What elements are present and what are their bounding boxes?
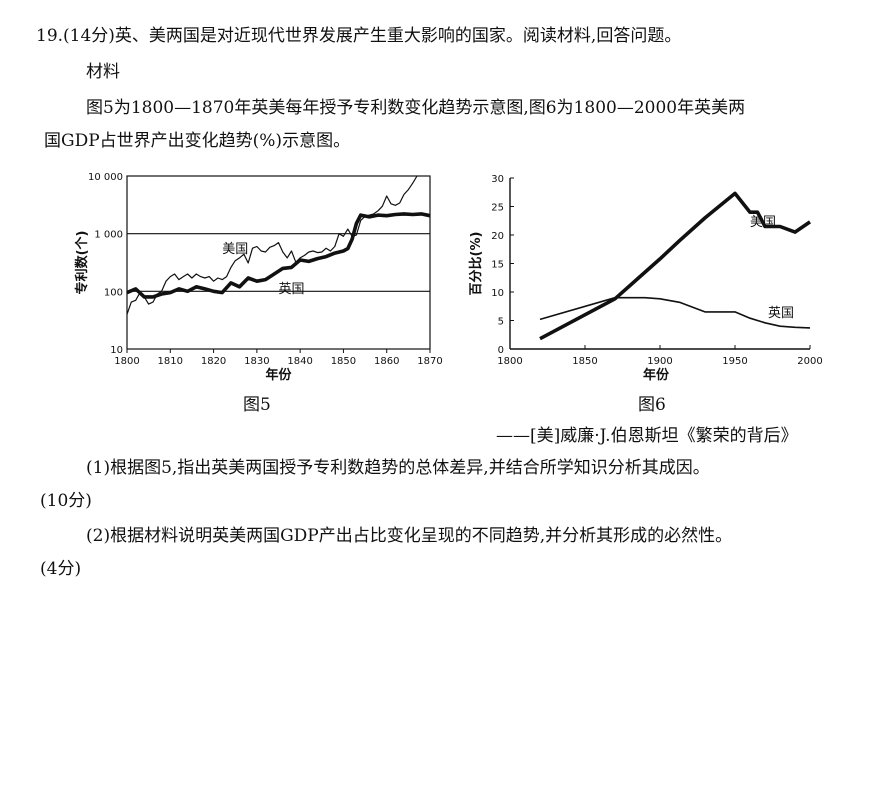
y-axis-title: 百分比(%) [468,232,484,296]
y-axis-title: 专利数(个) [74,231,90,295]
y-tick-label: 15 [491,260,504,271]
question-2-line-1: (2)根据材料说明英美两国GDP产出占比变化呈现的不同趋势,并分析其形成的必然性… [86,526,733,546]
y-tick-label: 100 [104,287,123,298]
question-2-points: (4分) [40,559,82,579]
source-citation: ——[美]威廉·J.伯恩斯坦《繁荣的背后》 [496,426,798,446]
question-header: 19.(14分)英、美两国是对近现代世界发展产生重大影响的国家。阅读材料,回答问… [36,26,682,46]
series-line-uk [539,296,811,329]
figure-5-patent-chart: 1800 1810 1820 1830 1840 1850 1860 1870 10 100 1 0… [74,172,443,383]
intro-line-2: 国GDP占世界产出变化趋势(%)示意图。 [44,131,351,151]
y-tick-label: 25 [491,203,504,214]
x-tick-label: 1840 [287,356,312,367]
y-tick-label: 0 [498,345,504,356]
intro-line-1: 图5为1800—1870年英美每年授予专利数变化趋势示意图,图6为1800—20… [86,98,746,118]
series-line-usa [539,191,812,341]
figure-6-caption: 图6 [638,395,666,415]
x-tick-label: 1900 [647,356,672,367]
y-tick-label: 1 000 [94,230,123,241]
question-1-line-1: (1)根据图5,指出英美两国授予专利数趋势的总体差异,并结合所学知识分析其成因。 [86,458,710,478]
x-tick-label: 1830 [244,356,269,367]
y-tick-label: 20 [491,231,504,242]
x-axis-title: 年份 [265,367,292,383]
y-tick-label: 10 000 [88,172,123,183]
y-tick-label: 5 [498,317,504,328]
series-label-usa: 美国 [222,242,248,257]
question-1-points: (10分) [40,491,92,511]
y-tick-label: 10 [491,288,504,299]
x-axis-title: 年份 [643,367,670,383]
x-tick-label: 1820 [201,356,226,367]
x-tick-label: 1860 [374,356,399,367]
x-tick-label: 1810 [158,356,183,367]
plot-frame [126,175,431,350]
y-tick-label: 10 [110,345,123,356]
x-tick-label: 2000 [797,356,822,367]
figure-6-gdp-chart: 0 5 10 15 20 25 30 1800 1850 1900 1950 2000 年份 百分比(%)… [468,174,823,383]
y-tick-label: 30 [491,174,504,185]
x-tick-label: 1870 [417,356,442,367]
series-label-uk: 英国 [279,282,305,297]
x-tick-label: 1850 [572,356,597,367]
figure-5-caption: 图5 [243,395,271,415]
x-tick-label: 1800 [497,356,522,367]
x-tick-label: 1850 [331,356,356,367]
x-tick-label: 1950 [722,356,747,367]
series-label-usa: 美国 [750,215,776,230]
x-tick-label: 1800 [114,356,139,367]
material-label: 材料 [86,62,120,82]
series-label-uk: 英国 [768,306,794,321]
series-line-uk [126,212,431,299]
